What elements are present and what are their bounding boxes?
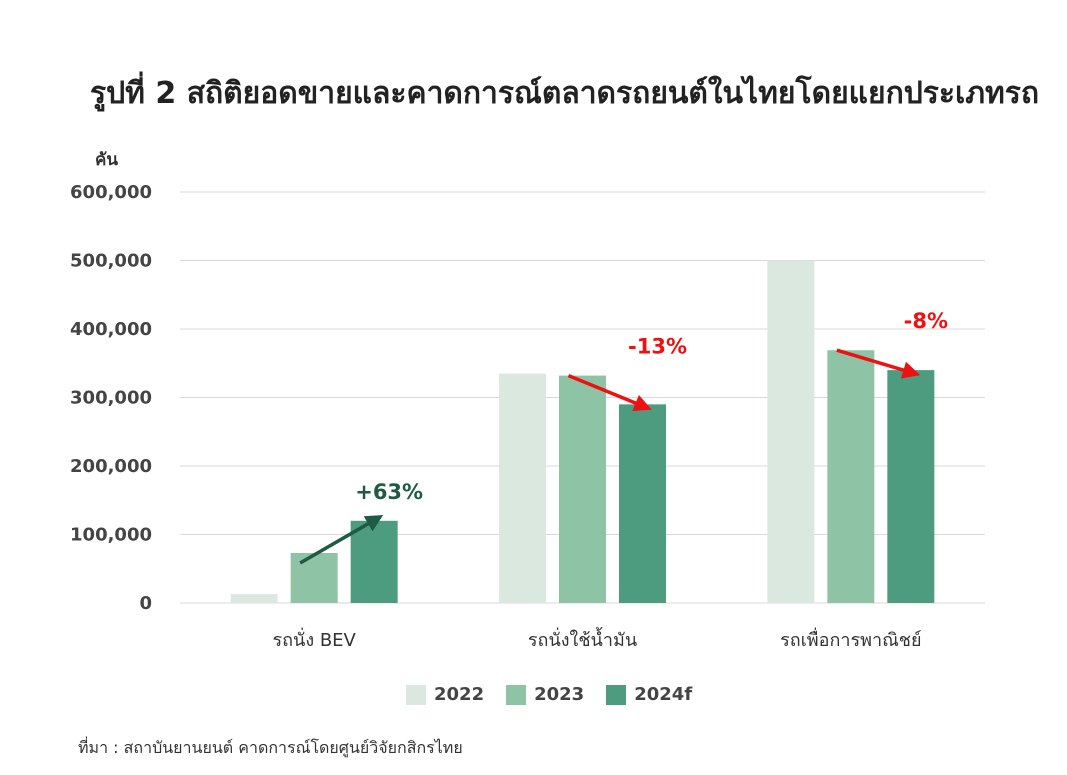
y-axis-unit-label: คัน (95, 150, 118, 170)
legend: 2022 2023 2024f (406, 684, 692, 705)
legend-label-2023: 2023 (534, 684, 585, 705)
legend-label-2024f: 2024f (634, 684, 693, 705)
y-tick-label: 600,000 (70, 182, 152, 203)
annotations: +63% -13% -8% (299, 309, 948, 565)
bar-2024f-3 (887, 370, 935, 603)
y-tick-label: 200,000 (70, 456, 152, 477)
bar-2022-2 (499, 373, 546, 603)
legend-label-2022: 2022 (434, 684, 485, 705)
x-category-label: รถเพื่อการพาณิชย์ (780, 627, 922, 651)
y-axis-ticks: 0 100,000 200,000 300,000 400,000 500,000 600,… (70, 182, 152, 614)
annotation-arrow (567, 373, 652, 412)
legend-item-2024f: 2024f (606, 684, 692, 705)
y-tick-label: 400,000 (70, 319, 152, 340)
bar-2023-3 (827, 350, 875, 603)
annotation-label: -8% (904, 309, 948, 333)
y-tick-label: 300,000 (70, 388, 152, 409)
bar-2022-3 (767, 260, 815, 603)
x-category-label: รถนั่ง BEV (272, 627, 356, 651)
source-note: ที่มา : สถาบันยานยนต์ คาดการณ์โดยศูนย์วิ… (78, 738, 463, 757)
bar-2024f-2 (619, 404, 666, 603)
legend-swatch-2023 (506, 684, 527, 705)
y-tick-label: 0 (139, 593, 152, 614)
y-tick-label: 500,000 (70, 251, 152, 272)
bar-2023-1 (290, 552, 338, 603)
annotation-label: -13% (628, 335, 687, 359)
bar-2022-1 (230, 594, 278, 603)
bar-2023-2 (559, 375, 606, 603)
legend-swatch-2022 (406, 684, 426, 705)
chart-title: รูปที่ 2 สถิติยอดขายและคาดการณ์ตลาดรถยนต… (90, 76, 1040, 111)
y-tick-label: 100,000 (70, 525, 152, 546)
annotation-label: +63% (355, 480, 423, 504)
annotation-arrow (299, 515, 384, 565)
bar-2024f-1 (350, 520, 398, 603)
category-labels: รถนั่ง BEV รถนั่งใช้น้ำมัน รถเพื่อการพาณิช… (272, 627, 921, 651)
legend-item-2022: 2022 (406, 684, 484, 705)
legend-item-2023: 2023 (506, 684, 584, 705)
bars (230, 260, 935, 603)
legend-swatch-2024f (606, 684, 627, 705)
x-category-label: รถนั่งใช้น้ำมัน (528, 627, 637, 651)
annotation-arrow (836, 348, 921, 379)
